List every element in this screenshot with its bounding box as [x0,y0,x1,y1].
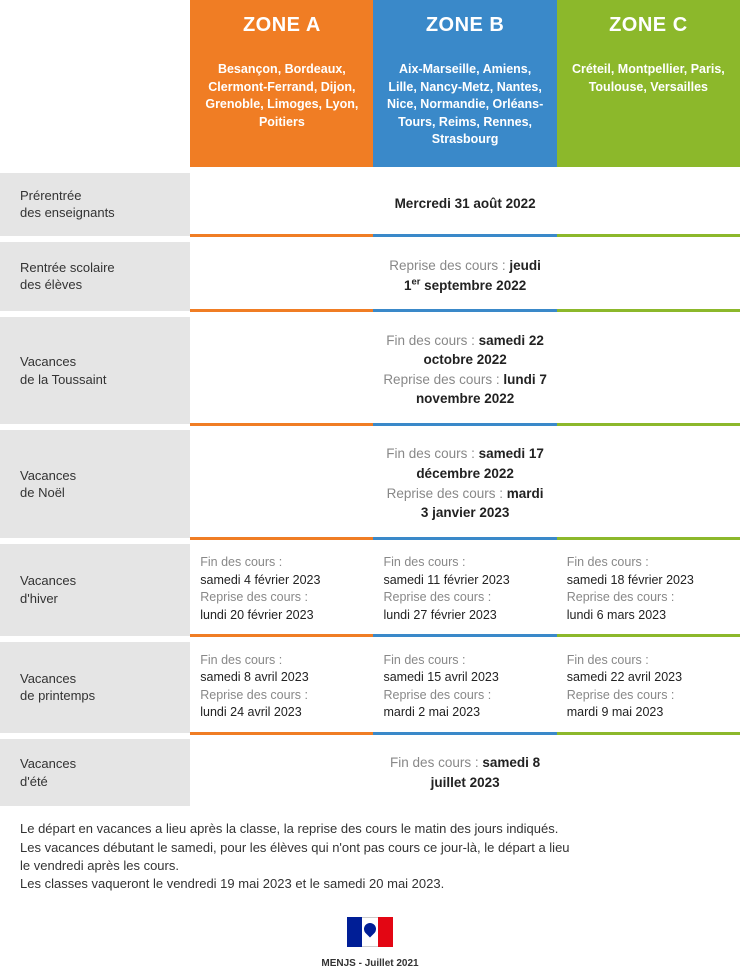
row-printemps: Vacancesde printemps Fin des cours :same… [0,642,740,734]
row-toussaint: Vacancesde la Toussaint Fin des cours : … [0,317,740,425]
zone-c-header: ZONE C [557,0,740,51]
row-rentree: Rentrée scolairedes élèves Reprise des c… [0,242,740,311]
row-label: Vacancesde printemps [0,642,190,734]
cities-spacer [0,51,190,167]
row-label: Prérentréedes enseignants [0,173,190,236]
cell-c [557,173,740,236]
cell-b: Mercredi 31 août 2022 [373,173,556,236]
row-label: Vacancesde Noël [0,430,190,538]
zone-a-header: ZONE A [190,0,373,51]
row-label: Vacancesde la Toussaint [0,317,190,425]
header-spacer [0,0,190,51]
row-label: Vacancesd'été [0,739,190,806]
cell-b: Fin des cours :samedi 15 avril 2023Repri… [373,642,556,734]
cell-a: Fin des cours :samedi 8 avril 2023Repris… [190,642,373,734]
row-ete: Vacancesd'été Fin des cours : samedi 8 j… [0,739,740,806]
zone-b-cities: Aix-Marseille, Amiens, Lille, Nancy-Metz… [373,51,556,167]
logo [0,907,740,954]
zone-header-row: ZONE A ZONE B ZONE C [0,0,740,51]
zone-c-cities: Créteil, Montpellier, Paris, Toulouse, V… [557,51,740,167]
logo-caption: MENJS - Juillet 2021 [0,954,740,979]
cell-a: Fin des cours :samedi 4 février 2023Repr… [190,544,373,636]
zone-b-header: ZONE B [373,0,556,51]
row-noel: Vacancesde Noël Fin des cours : samedi 1… [0,430,740,538]
calendar-table: ZONE A ZONE B ZONE C Besançon, Bordeaux,… [0,0,740,806]
row-prerentree: Prérentréedes enseignants Mercredi 31 ao… [0,173,740,236]
cell-b: Fin des cours :samedi 11 février 2023Rep… [373,544,556,636]
row-label: Rentrée scolairedes élèves [0,242,190,311]
row-hiver: Vacancesd'hiver Fin des cours :samedi 4 … [0,544,740,636]
zone-a-cities: Besançon, Bordeaux, Clermont-Ferrand, Di… [190,51,373,167]
cell-a [190,173,373,236]
footer-text: Le départ en vacances a lieu après la cl… [0,806,740,907]
cell-c: Fin des cours :samedi 22 avril 2023Repri… [557,642,740,734]
cell-c: Fin des cours :samedi 18 février 2023Rep… [557,544,740,636]
row-label: Vacancesd'hiver [0,544,190,636]
cities-row: Besançon, Bordeaux, Clermont-Ferrand, Di… [0,51,740,167]
